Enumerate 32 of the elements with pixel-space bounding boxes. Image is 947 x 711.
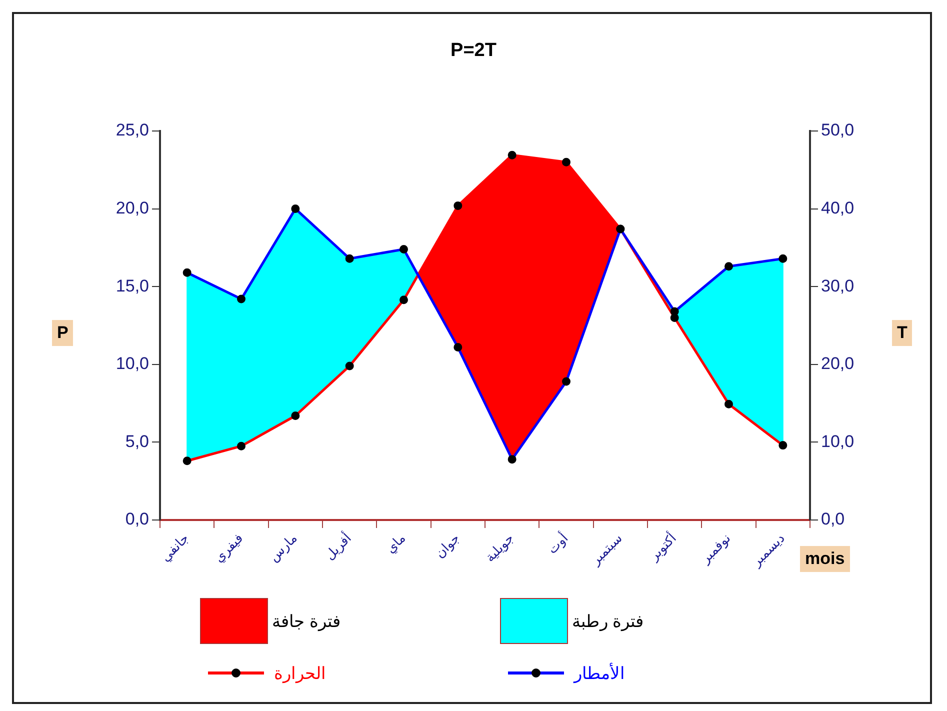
legend-label: الحرارة [274, 662, 326, 684]
y-tick-label: 0,0 [125, 510, 149, 529]
y2-tick-label: 40,0 [821, 198, 854, 218]
y2-tick-label: 20,0 [821, 354, 854, 374]
y2-tick-label: 10,0 [821, 432, 854, 451]
y2-tick-label: 50,0 [821, 120, 854, 140]
x-tick-label: فيفري [212, 531, 246, 566]
text: فترة جافة [272, 610, 341, 632]
y2-tick-label: 30,0 [821, 276, 854, 296]
x-axis-title: mois [800, 546, 850, 572]
x-tick-label: جويلية [482, 531, 518, 566]
chart-title: P=2T [450, 40, 498, 62]
x-tick-label: سبتمبر [588, 531, 626, 569]
x-tick-label: أكتوبر [644, 530, 680, 565]
x-tick-label: ماي [383, 531, 409, 557]
x-tick-label: أوت [544, 530, 572, 558]
legend-label: الأمطار [574, 662, 625, 684]
x-tick-label: مارس [266, 531, 301, 566]
y-tick-label: 5,0 [125, 432, 149, 451]
y2-axis-title: T [892, 320, 912, 346]
y-tick-label: 10,0 [116, 354, 149, 374]
text: فترة رطبة [572, 610, 644, 632]
y-tick-label: 15,0 [116, 276, 149, 296]
y-tick-label: 25,0 [116, 120, 149, 140]
y-axis-title: P [52, 320, 74, 346]
y2-tick-label: 0,0 [821, 510, 845, 529]
x-tick-label: نوفمبر [698, 531, 734, 568]
y-tick-label: 20,0 [116, 198, 149, 218]
x-tick-label: جانفي [158, 531, 192, 566]
x-tick-label: ديسمبر [748, 530, 788, 570]
x-tick-label: أفريل [321, 530, 355, 564]
x-tick-label: جوان [432, 531, 464, 562]
